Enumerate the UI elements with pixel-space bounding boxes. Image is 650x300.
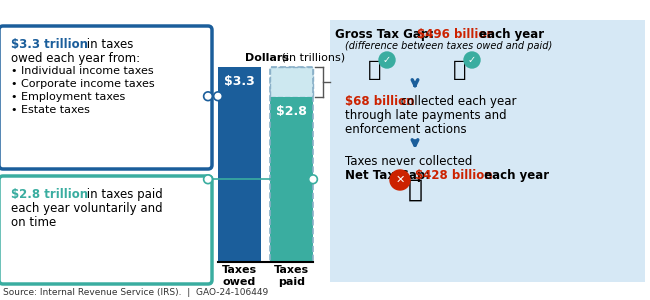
FancyBboxPatch shape	[0, 176, 212, 284]
Text: 💵: 💵	[453, 60, 467, 80]
Text: collected each year: collected each year	[397, 95, 517, 108]
Bar	[270, 67, 313, 262]
Text: $3.3 trillion: $3.3 trillion	[11, 38, 88, 51]
Bar	[270, 67, 313, 97]
Bar	[270, 97, 313, 262]
Text: Dollars: Dollars	[244, 53, 289, 63]
Text: $428 billion: $428 billion	[415, 169, 493, 182]
Text: each year voluntarily and: each year voluntarily and	[11, 202, 162, 215]
Text: $496 billion: $496 billion	[417, 28, 495, 41]
Text: Gross Tax Gap:: Gross Tax Gap:	[335, 28, 438, 41]
Text: $68 billion: $68 billion	[345, 95, 415, 108]
Text: • Individual income taxes: • Individual income taxes	[11, 66, 153, 76]
Circle shape	[464, 52, 480, 68]
Polygon shape	[330, 20, 645, 282]
Text: $2.8 trillion: $2.8 trillion	[11, 188, 88, 201]
Circle shape	[310, 176, 316, 182]
Bar	[218, 67, 261, 262]
Text: in taxes paid: in taxes paid	[83, 188, 162, 201]
Text: $3.3: $3.3	[224, 75, 255, 88]
Text: ✕: ✕	[395, 175, 405, 185]
Text: (difference between taxes owed and paid): (difference between taxes owed and paid)	[345, 41, 552, 51]
Circle shape	[205, 176, 211, 182]
Text: ✓: ✓	[468, 55, 476, 65]
Text: • Estate taxes: • Estate taxes	[11, 105, 90, 115]
Text: Taxes never collected: Taxes never collected	[345, 155, 473, 168]
Text: Source: Internal Revenue Service (IRS).  |  GAO-24-106449: Source: Internal Revenue Service (IRS). …	[3, 288, 268, 297]
FancyBboxPatch shape	[0, 26, 212, 169]
Text: (in trillions): (in trillions)	[278, 53, 346, 63]
Text: Taxes
paid: Taxes paid	[274, 265, 309, 286]
Text: in taxes: in taxes	[83, 38, 133, 51]
Circle shape	[390, 170, 410, 190]
Circle shape	[203, 175, 213, 184]
Text: on time: on time	[11, 216, 57, 229]
Circle shape	[205, 93, 211, 99]
Circle shape	[215, 93, 221, 99]
Text: • Corporate income taxes: • Corporate income taxes	[11, 79, 155, 89]
Circle shape	[379, 52, 395, 68]
Text: $2.8: $2.8	[276, 104, 307, 118]
Text: ✓: ✓	[383, 55, 391, 65]
Circle shape	[309, 175, 317, 184]
Circle shape	[213, 92, 222, 101]
Text: 💵: 💵	[369, 60, 382, 80]
Text: owed each year from:: owed each year from:	[11, 52, 140, 65]
Text: Net Tax Gap:: Net Tax Gap:	[345, 169, 434, 182]
Text: each year: each year	[475, 28, 544, 41]
Text: 💰: 💰	[408, 178, 422, 202]
Text: Taxes
owed: Taxes owed	[222, 265, 257, 286]
Text: each year: each year	[480, 169, 549, 182]
Text: through late payments and: through late payments and	[345, 109, 506, 122]
Text: • Employment taxes: • Employment taxes	[11, 92, 125, 102]
Text: enforcement actions: enforcement actions	[345, 123, 467, 136]
Circle shape	[203, 92, 213, 101]
